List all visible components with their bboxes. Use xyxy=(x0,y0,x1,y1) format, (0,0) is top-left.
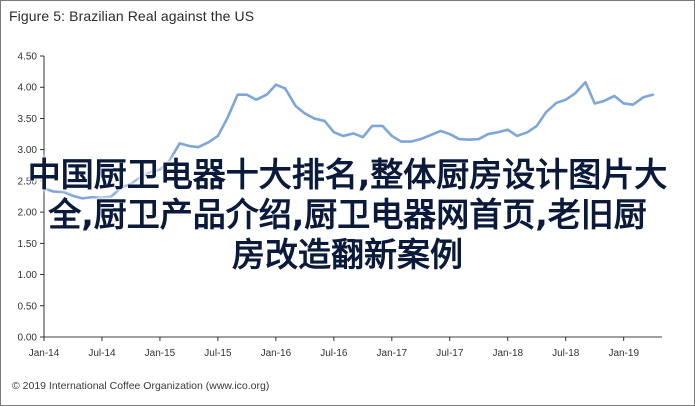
data-point xyxy=(536,125,538,127)
data-point xyxy=(246,94,248,96)
x-tick-label: Jan-16 xyxy=(261,348,292,359)
data-point xyxy=(43,187,45,189)
data-point xyxy=(304,112,306,115)
data-point xyxy=(420,138,422,140)
overlay-headline[interactable]: 中国厨卫电器十大排名,整体厨房设计图片大 全,厨卫产品介绍,厨卫电器网首页,老旧… xyxy=(0,155,695,275)
x-tick-label: Jan-14 xyxy=(29,348,60,359)
data-point xyxy=(497,131,500,133)
y-tick-label: 0.00 xyxy=(18,333,38,344)
data-point xyxy=(594,102,596,105)
data-point xyxy=(266,94,268,96)
data-point xyxy=(342,135,344,137)
data-point xyxy=(92,196,94,198)
x-tick-label: Jan-15 xyxy=(145,348,176,359)
data-point xyxy=(391,135,393,137)
data-point xyxy=(507,129,509,131)
data-point xyxy=(226,117,228,120)
data-point xyxy=(400,140,402,143)
data-point xyxy=(275,84,277,86)
data-point xyxy=(121,186,123,188)
data-point xyxy=(555,102,558,104)
data-point xyxy=(574,92,576,95)
data-point xyxy=(516,135,518,137)
data-point xyxy=(295,105,297,107)
data-point xyxy=(352,132,355,135)
x-tick-label: Jan-19 xyxy=(608,348,639,359)
x-tick-label: Jul-16 xyxy=(320,348,348,359)
x-tick-label: Jul-18 xyxy=(552,348,580,359)
overlay-line-1: 中国厨卫电器十大排名,整体厨房设计图片大 xyxy=(27,155,668,194)
y-tick-label: 4.00 xyxy=(18,83,38,94)
data-point xyxy=(478,138,480,140)
data-point xyxy=(255,99,257,101)
data-point xyxy=(150,171,152,173)
data-point xyxy=(333,131,335,133)
y-tick-label: 4.50 xyxy=(18,52,38,63)
y-tick-label: 3.50 xyxy=(18,114,38,125)
data-point xyxy=(584,81,587,83)
data-point xyxy=(468,139,471,141)
data-point xyxy=(381,125,384,127)
data-point xyxy=(101,197,103,199)
data-point xyxy=(323,120,326,122)
data-point xyxy=(159,169,161,171)
x-tick-label: Jul-14 xyxy=(88,348,116,359)
data-point xyxy=(130,183,132,185)
data-point xyxy=(642,96,645,98)
data-point xyxy=(110,195,112,198)
overlay-link[interactable]: 中国厨卫电器十大排名,整体厨房设计图片大 全,厨卫产品介绍,厨卫电器网首页,老旧… xyxy=(0,155,695,275)
data-point xyxy=(197,146,199,148)
data-point xyxy=(72,195,74,197)
y-tick-label: 2.00 xyxy=(18,208,38,219)
data-point xyxy=(429,134,431,136)
y-tick-label: 3.00 xyxy=(18,145,38,156)
data-point xyxy=(284,87,286,90)
axes xyxy=(40,55,662,341)
overlay-line-3: 房改造翻新案例 xyxy=(232,235,463,274)
data-point xyxy=(603,100,605,102)
y-tick-label: 1.50 xyxy=(18,239,38,250)
data-point xyxy=(565,99,567,101)
data-point xyxy=(63,191,65,193)
data-point xyxy=(487,133,489,135)
x-tick-label: Jan-18 xyxy=(493,348,524,359)
data-point xyxy=(52,190,54,193)
data-point xyxy=(237,94,239,96)
data-point xyxy=(217,135,219,137)
data-point xyxy=(652,94,654,96)
data-point xyxy=(526,131,529,133)
figure-title: Figure 5: Brazilian Real against the US xyxy=(9,8,255,24)
data-point xyxy=(613,95,616,97)
data-point xyxy=(208,141,210,143)
copyright-footer: © 2019 International Coffee Organization… xyxy=(12,380,270,392)
data-point xyxy=(545,111,547,113)
data-point xyxy=(449,133,451,135)
y-tick-label: 0.50 xyxy=(18,301,38,312)
overlay-line-2: 全,厨卫产品介绍,厨卫电器网首页,老旧厨 xyxy=(48,195,647,234)
data-point xyxy=(623,102,625,105)
data-point xyxy=(439,130,442,132)
y-tick-label: 2.50 xyxy=(18,176,38,187)
series-layer xyxy=(42,80,655,200)
data-point xyxy=(168,160,170,162)
data-point xyxy=(362,136,364,138)
x-tick-label: Jul-15 xyxy=(204,348,232,359)
y-tick-label: 1.00 xyxy=(18,270,38,281)
data-point xyxy=(179,142,181,145)
data-point xyxy=(139,176,141,178)
data-point xyxy=(410,140,413,143)
data-point xyxy=(371,125,373,127)
x-tick-label: Jul-17 xyxy=(436,348,464,359)
tick-labels: 0.00 0.50 1.00 1.50 2.00 2.50 3.00 3.50 4.00 4.50… xyxy=(18,52,640,360)
data-point xyxy=(458,138,460,140)
data-point xyxy=(188,145,190,147)
x-tick-label: Jan-17 xyxy=(377,348,408,359)
data-point xyxy=(313,117,315,120)
series-line xyxy=(42,80,655,200)
data-point xyxy=(81,197,83,199)
data-point xyxy=(632,104,634,106)
